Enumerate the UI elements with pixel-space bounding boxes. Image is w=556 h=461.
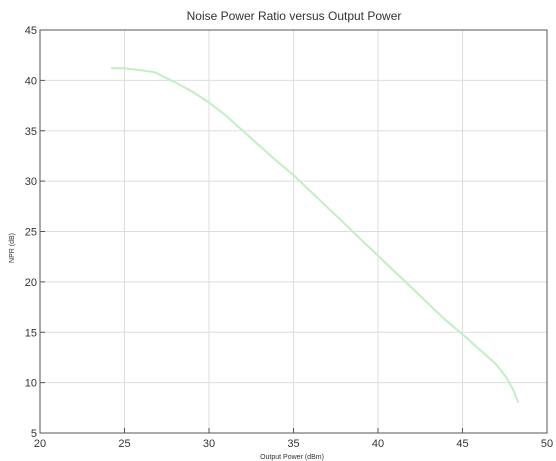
y-tick-label: 45 bbox=[25, 25, 37, 37]
x-tick-label: 20 bbox=[34, 438, 46, 450]
y-tick-label: 10 bbox=[25, 378, 37, 390]
chart-title: Noise Power Ratio versus Output Power bbox=[187, 9, 402, 23]
x-tick-label: 40 bbox=[372, 438, 384, 450]
y-axis-label: NPR (dB) bbox=[9, 233, 16, 263]
y-tick-label: 40 bbox=[25, 75, 37, 87]
axis-ticks: 20 25 30 35 40 45 50 5 10 15 20 25 30 35 40 45 bbox=[25, 25, 553, 450]
x-tick-label: 45 bbox=[456, 438, 468, 450]
y-tick-label: 20 bbox=[25, 277, 37, 289]
npr-series-line bbox=[111, 67, 520, 404]
series-group bbox=[111, 67, 520, 404]
x-tick-label: 35 bbox=[287, 438, 299, 450]
y-tick-label: 5 bbox=[31, 428, 37, 440]
y-tick-label: 30 bbox=[25, 176, 37, 188]
x-tick-label: 50 bbox=[541, 438, 553, 450]
x-tick-label: 25 bbox=[118, 438, 130, 450]
x-tick-label: 30 bbox=[203, 438, 215, 450]
grid-lines bbox=[39, 29, 548, 434]
y-tick-label: 25 bbox=[25, 227, 37, 239]
x-axis-label: Output Power (dBm) bbox=[260, 454, 324, 461]
y-tick-label: 15 bbox=[25, 327, 37, 339]
y-tick-label: 35 bbox=[25, 126, 37, 138]
